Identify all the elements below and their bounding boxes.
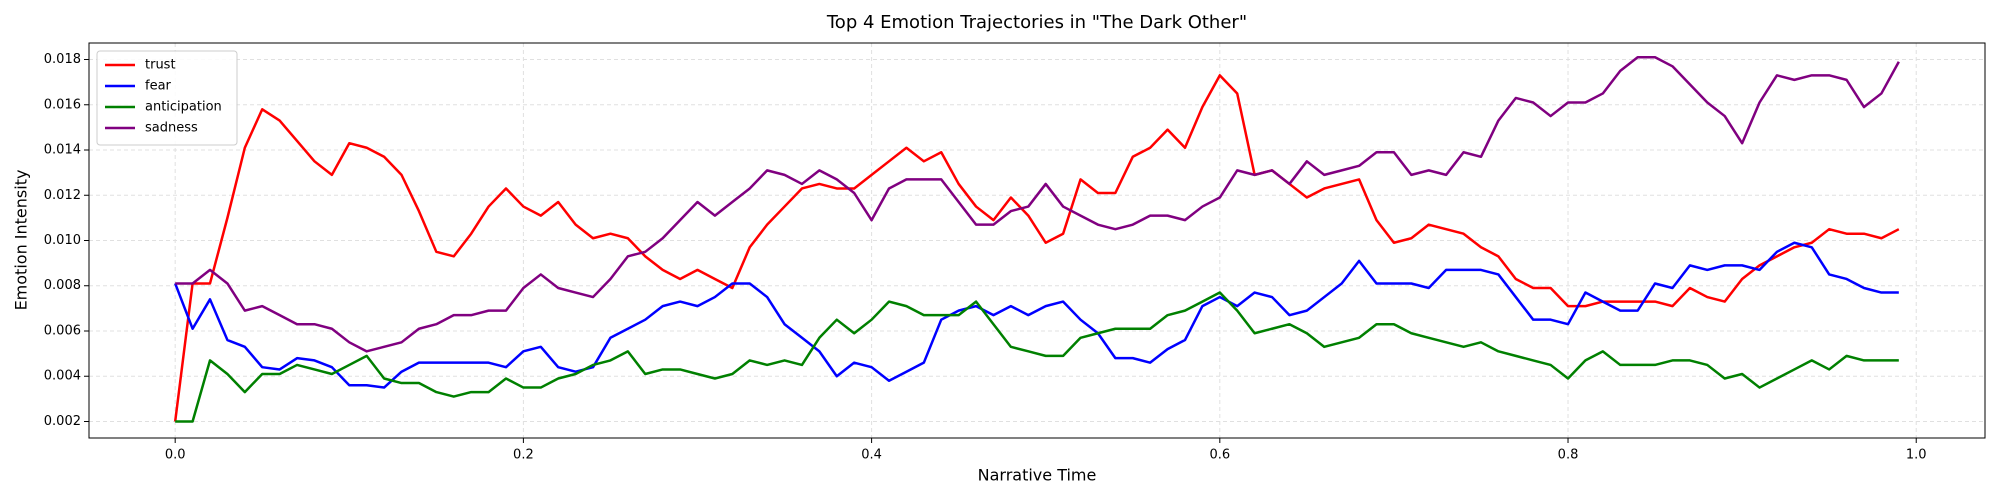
y-tick-label: 0.016	[44, 97, 81, 112]
x-tick-label: 0.8	[1558, 448, 1579, 463]
y-tick-label: 0.004	[44, 369, 81, 384]
legend: trust fear anticipation sadness	[96, 50, 238, 146]
series-line	[175, 291, 1899, 423]
y-tick-label: 0.008	[44, 278, 81, 293]
legend-label: anticipation	[145, 100, 222, 115]
x-tick-label: 1.0	[1906, 448, 1927, 463]
plot-frame	[88, 42, 1986, 439]
x-tick-label: 0.2	[513, 448, 534, 463]
x-tick-label: 0.6	[1209, 448, 1230, 463]
x-tick-label: 0.4	[861, 448, 882, 463]
y-tick-label: 0.014	[44, 143, 81, 158]
legend-box	[96, 50, 238, 146]
y-tick-label: 0.002	[44, 414, 81, 429]
legend-label: trust	[145, 58, 176, 73]
series-line	[175, 56, 1900, 353]
legend-label: fear	[145, 79, 172, 94]
legend-label: sadness	[145, 121, 198, 136]
y-tick-label: 0.012	[44, 188, 81, 203]
y-axis-label: Emotion Intensity	[12, 170, 31, 311]
x-tick-label: 0.0	[165, 448, 186, 463]
series-line	[173, 74, 1900, 422]
x-axis-label: Narrative Time	[978, 466, 1097, 485]
y-tick-label: 0.010	[44, 233, 81, 248]
chart-title: Top 4 Emotion Trajectories in "The Dark …	[826, 12, 1247, 33]
y-tick-label: 0.006	[44, 323, 81, 338]
y-tick-label: 0.018	[44, 52, 81, 67]
series-line	[174, 241, 1899, 389]
